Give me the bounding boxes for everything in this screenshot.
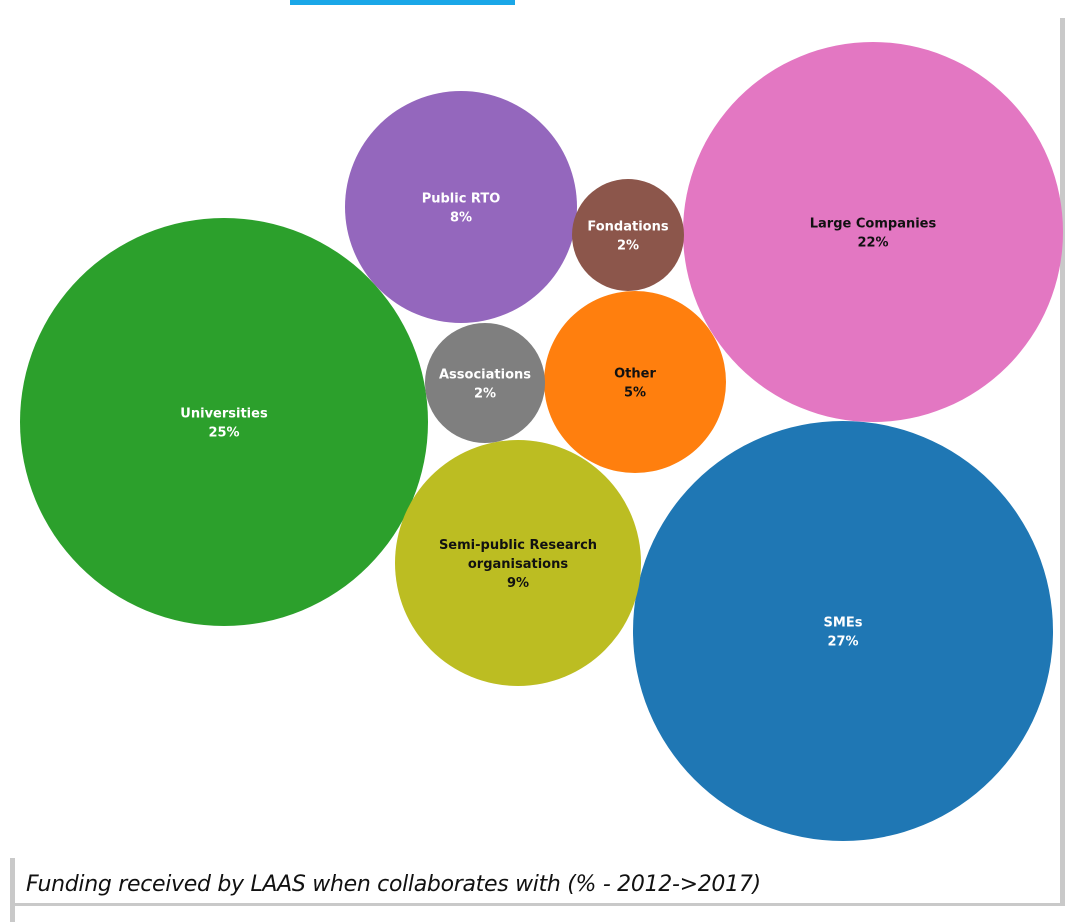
chart-caption: Funding received by LAAS when collaborat…	[26, 872, 761, 897]
bubble-circle-public-rto	[345, 91, 577, 323]
bubble-label-fondations: Fondations	[587, 220, 668, 235]
bubble-label-large-companies: Large Companies	[810, 217, 937, 232]
bubble-semi-public-research-organisations: Semi-public Research organisations 9%	[395, 440, 641, 686]
bubble-circle-smes	[633, 421, 1053, 841]
bubble-label-semi-public-research-organisations-line-2: organisations	[468, 557, 568, 572]
bubble-value-universities: 25%	[208, 426, 239, 441]
bubble-label-public-rto: Public RTO	[422, 192, 501, 207]
bubble-value-other: 5%	[624, 386, 646, 401]
frame-left-border	[10, 858, 15, 922]
bubble-circle-large-companies	[683, 42, 1063, 422]
bubble-label-universities: Universities	[180, 407, 268, 422]
bubble-value-public-rto: 8%	[450, 211, 472, 226]
bubble-universities: Universities 25%	[20, 218, 428, 626]
bubble-circle-universities	[20, 218, 428, 626]
bubble-circle-fondations	[572, 179, 684, 291]
bubble-label-semi-public-research-organisations-line-1: Semi-public Research	[439, 538, 597, 553]
header-accent-bar	[290, 0, 515, 5]
bubble-circle-other	[544, 291, 726, 473]
frame-bottom-border	[10, 903, 1065, 906]
frame-right-border	[1060, 18, 1065, 903]
bubble-smes: SMEs 27%	[633, 421, 1053, 841]
bubble-value-large-companies: 22%	[857, 236, 888, 251]
bubble-chart: SMEs 27% Universities 25% Large Companies 22%…	[20, 42, 1063, 841]
bubble-other: Other 5%	[544, 291, 726, 473]
bubble-value-associations: 2%	[474, 387, 496, 402]
bubble-circle-semi-public-research-organisations	[395, 440, 641, 686]
bubble-fondations: Fondations 2%	[572, 179, 684, 291]
bubble-public-rto: Public RTO 8%	[345, 91, 577, 323]
bubble-label-other: Other	[614, 367, 656, 382]
bubble-label-smes: SMEs	[824, 616, 863, 631]
bubble-value-smes: 27%	[827, 635, 858, 650]
bubble-value-semi-public-research-organisations: 9%	[507, 576, 529, 591]
bubble-label-associations: Associations	[439, 368, 531, 383]
bubble-value-fondations: 2%	[617, 239, 639, 254]
bubble-circle-associations	[425, 323, 545, 443]
bubble-large-companies: Large Companies 22%	[683, 42, 1063, 422]
bubble-associations: Associations 2%	[425, 323, 545, 443]
